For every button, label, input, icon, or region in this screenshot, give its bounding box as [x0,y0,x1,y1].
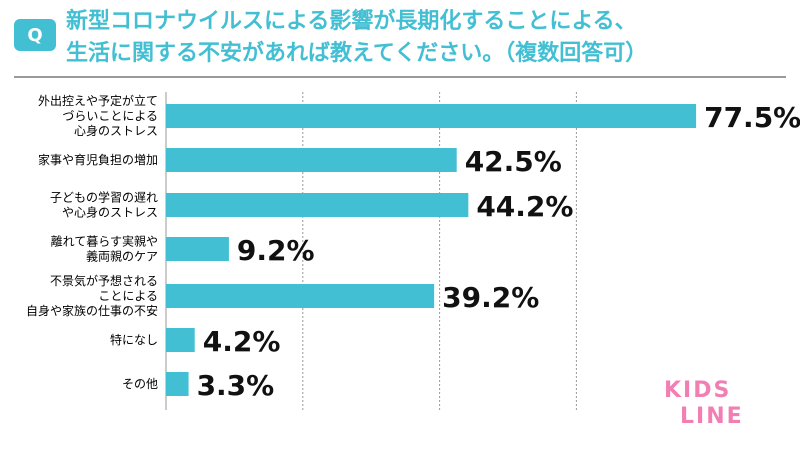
bar-1 [166,104,697,128]
logo-line-2: LINE [680,404,744,429]
value-label-3: 44.2% [476,190,573,223]
bar-7 [166,372,189,396]
question-line-2: 生活に関する不安があれば教えてください。（複数回答可） [66,41,648,66]
category-label-6-1: 特になし [110,332,158,347]
question-badge: Q [14,19,56,51]
category-label-4-1: 離れて暮らす実親や [51,234,158,249]
bar-2 [166,148,457,172]
value-label-5: 39.2% [442,281,539,314]
bar-3 [166,193,469,217]
category-label-1-1: 外出控えや予定が立て [38,93,158,108]
value-label-2: 42.5% [465,145,562,178]
bar-6 [166,328,195,352]
category-label-3-2: や心身のストレス [62,205,158,220]
category-label-4-2: 義両親のケア [86,249,158,264]
title-divider [14,76,786,78]
category-label-2-1: 家事や育児負担の増加 [38,152,158,167]
category-label-5-3: 自身や家族の仕事の不安 [26,303,158,318]
bar-4 [166,237,229,261]
value-label-4: 9.2% [237,234,315,267]
category-label-5-2: ことによる [98,289,158,303]
value-label-1: 77.5% [704,101,800,134]
category-label-1-2: づらいことによる [62,109,158,123]
bar-5 [166,284,435,308]
question-line-1: 新型コロナウイルスによる影響が長期化することによる、 [66,9,637,34]
value-label-7: 3.3% [197,369,275,402]
question-title: 新型コロナウイルスによる影響が長期化することによる、 生活に関する不安があれば教… [66,6,766,70]
category-label-1-3: 心身のストレス [74,123,158,138]
value-label-6: 4.2% [203,325,281,358]
category-label-7-1: その他 [122,377,158,391]
category-label-3-1: 子どもの学習の遅れ [50,190,158,205]
kidsline-logo: KIDS LINE [664,378,774,440]
category-label-5-1: 不景気が予想される [50,273,158,288]
logo-line-1: KIDS [664,378,732,403]
